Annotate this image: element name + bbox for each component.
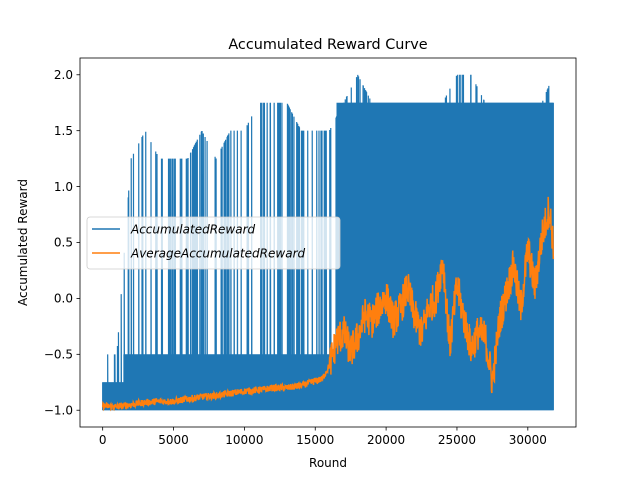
legend: AccumulatedReward AverageAccumulatedRewa… (86, 216, 341, 270)
legend-label-accumulated-reward: AccumulatedReward (130, 223, 256, 237)
x-tick-label: 10000 (225, 433, 263, 447)
x-tick-label: 25000 (438, 433, 476, 447)
x-tick-label: 0 (99, 433, 107, 447)
average-accumulated-reward-line (101, 196, 555, 412)
plot-area (101, 74, 555, 412)
y-axis-label: Accumulated Reward (16, 179, 30, 306)
y-axis-ticks: −1.0 −0.5 0.0 0.5 1.0 1.5 2.0 (44, 68, 80, 417)
x-tick-label: 20000 (367, 433, 405, 447)
chart-title: Accumulated Reward Curve (228, 37, 427, 53)
y-tick-label: 2.0 (54, 68, 73, 82)
y-tick-label: −0.5 (44, 348, 73, 362)
y-tick-label: 0.5 (54, 236, 73, 250)
series-average-accumulated-reward (101, 196, 555, 412)
x-tick-label: 30000 (509, 433, 547, 447)
y-tick-label: 0.0 (54, 292, 73, 306)
x-axis-label: Round (309, 456, 347, 470)
legend-label-average-accumulated-reward: AverageAccumulatedReward (130, 247, 306, 261)
y-tick-label: 1.0 (54, 180, 73, 194)
x-tick-label: 15000 (296, 433, 334, 447)
y-tick-label: 1.5 (54, 124, 73, 138)
x-tick-label: 5000 (158, 433, 189, 447)
y-tick-label: −1.0 (44, 403, 73, 417)
legend-box (86, 216, 341, 270)
series-accumulated-reward (102, 74, 554, 411)
x-axis-ticks: 0 5000 10000 15000 20000 25000 30000 (99, 427, 547, 447)
